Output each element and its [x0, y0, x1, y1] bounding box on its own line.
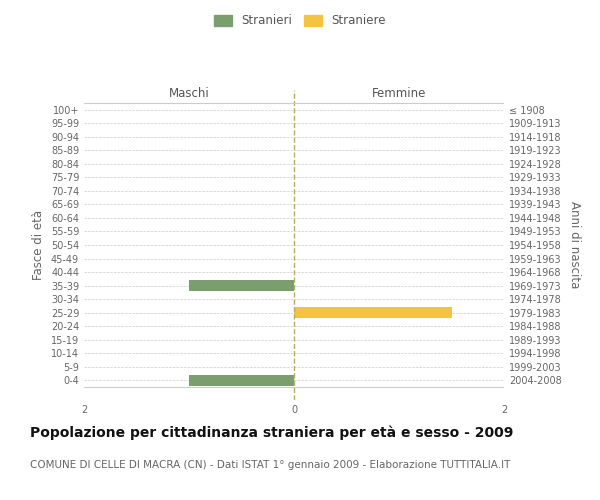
- Text: Femmine: Femmine: [372, 87, 426, 100]
- Text: COMUNE DI CELLE DI MACRA (CN) - Dati ISTAT 1° gennaio 2009 - Elaborazione TUTTIT: COMUNE DI CELLE DI MACRA (CN) - Dati IST…: [30, 460, 511, 470]
- Bar: [294, 308, 452, 318]
- Text: Popolazione per cittadinanza straniera per età e sesso - 2009: Popolazione per cittadinanza straniera p…: [30, 425, 514, 440]
- Y-axis label: Anni di nascita: Anni di nascita: [568, 202, 581, 288]
- Bar: [189, 280, 294, 291]
- Legend: Stranieri, Straniere: Stranieri, Straniere: [211, 11, 389, 31]
- Y-axis label: Fasce di età: Fasce di età: [32, 210, 45, 280]
- Bar: [189, 375, 294, 386]
- Text: Maschi: Maschi: [169, 87, 209, 100]
